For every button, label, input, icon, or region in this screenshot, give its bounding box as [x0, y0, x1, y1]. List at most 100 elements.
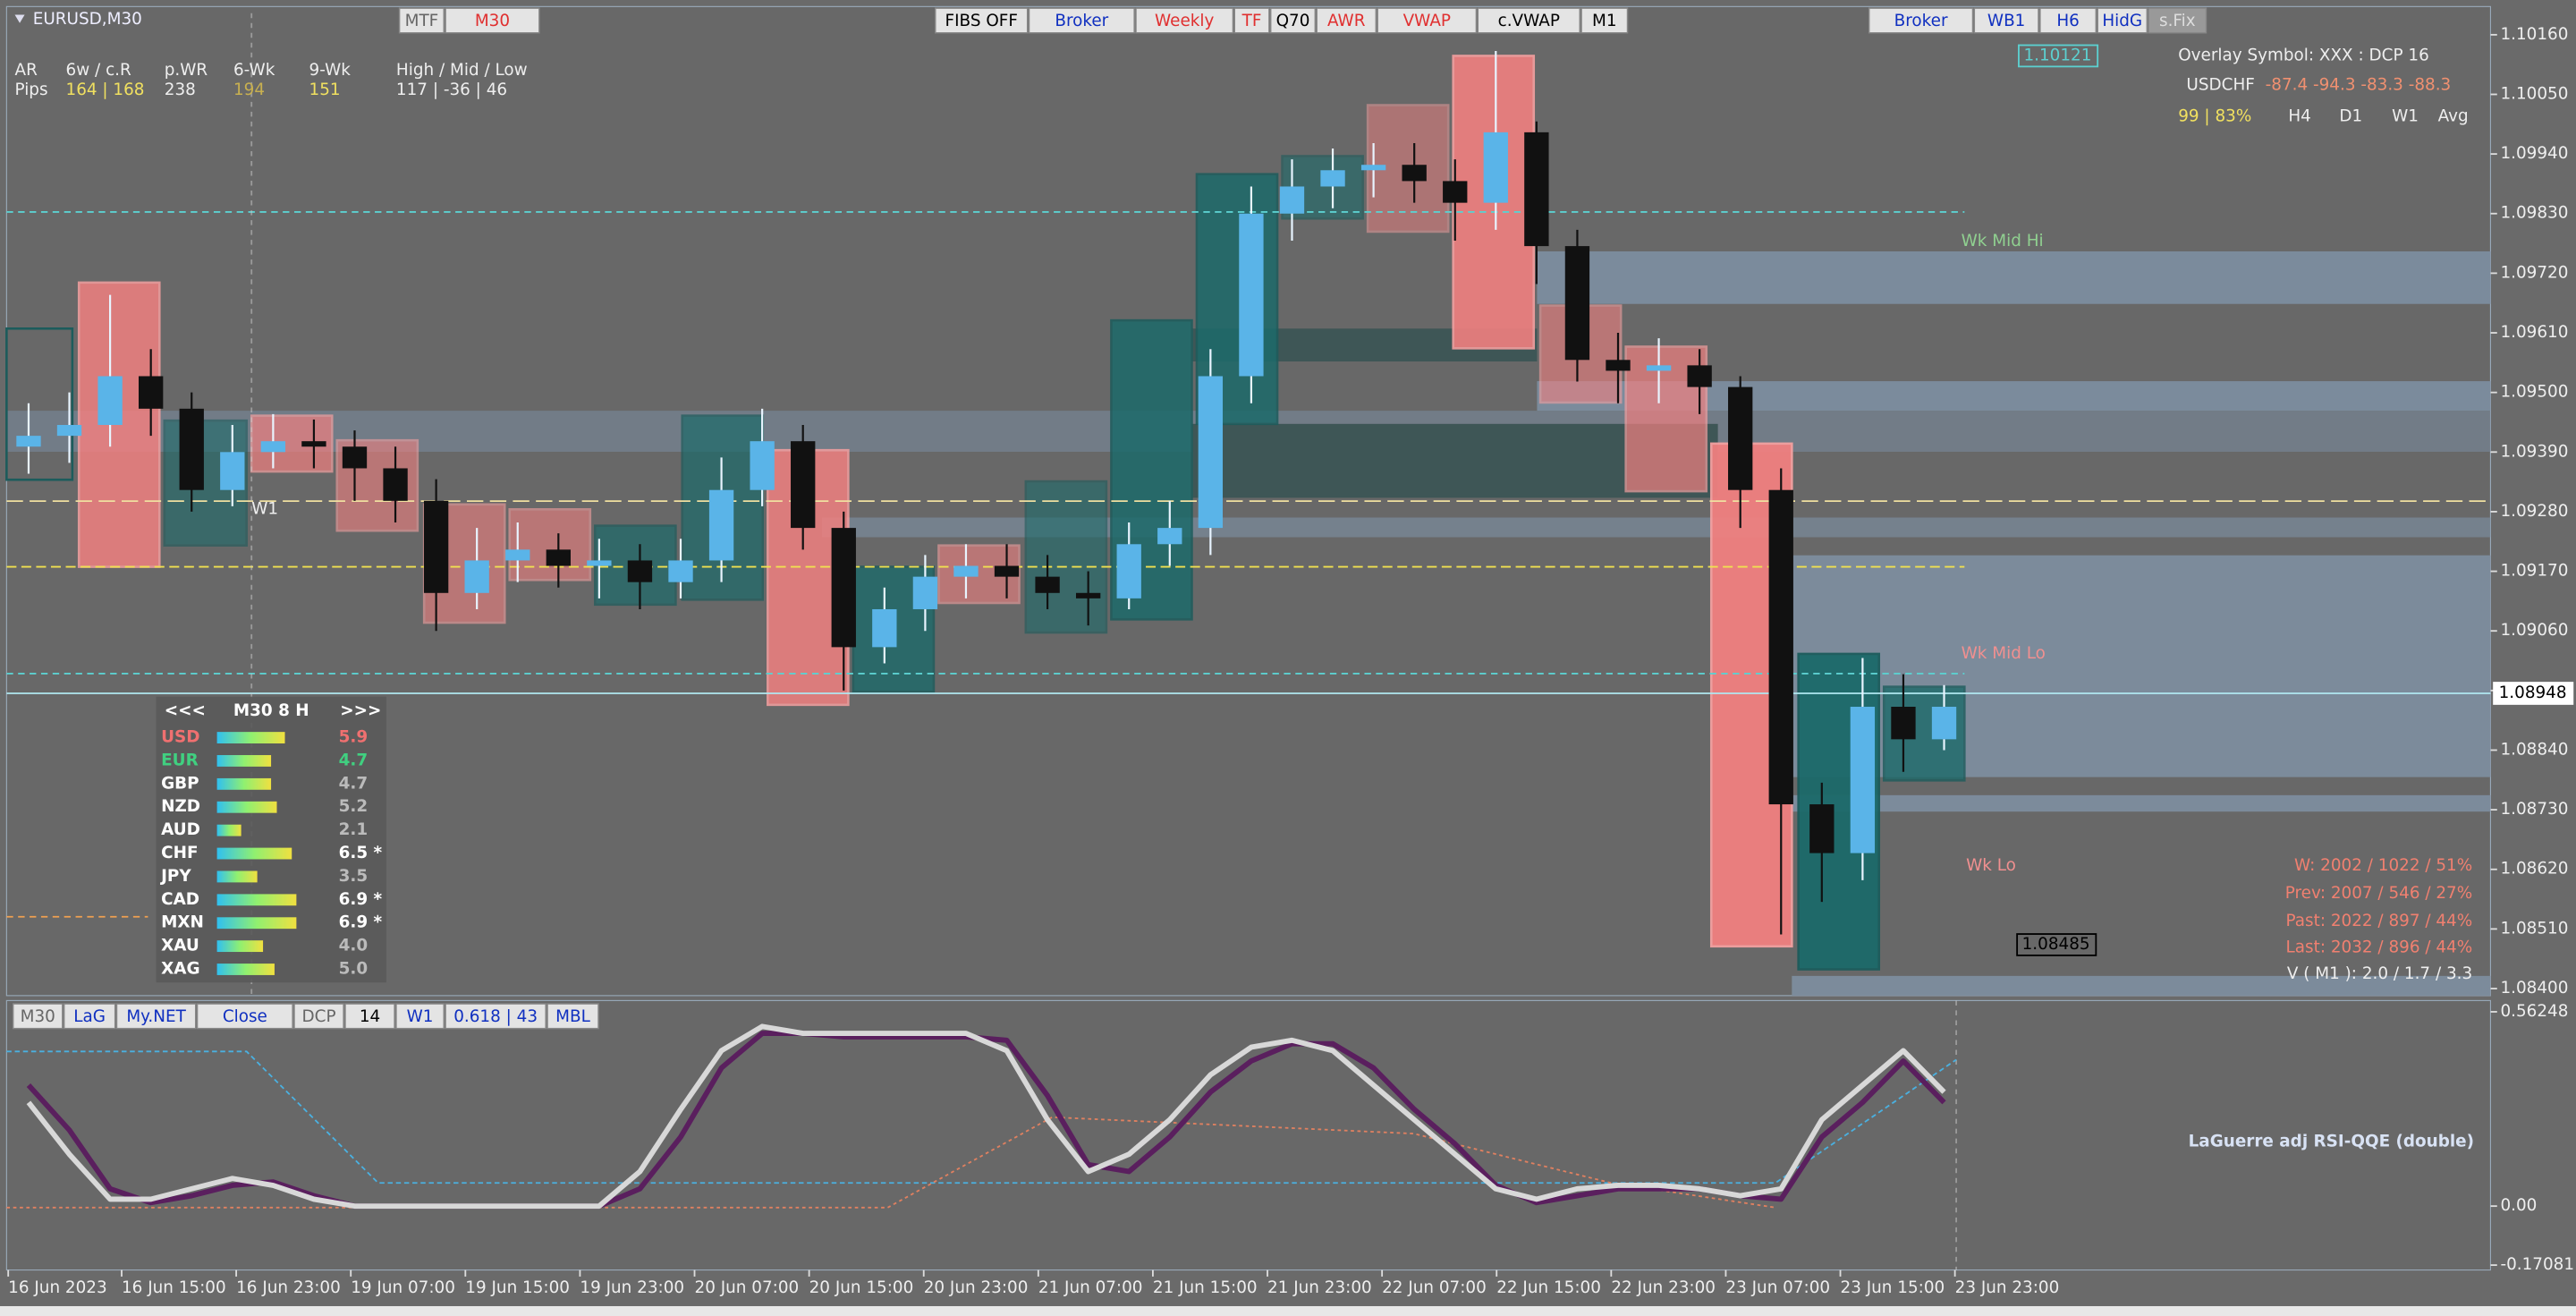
button-bg[interactable]: [1477, 7, 1580, 34]
y-tick-label: 1.09060: [2500, 621, 2568, 640]
candle-body: [97, 376, 123, 426]
currency: AUD: [161, 820, 200, 839]
currency: JPY: [159, 867, 191, 886]
button: FIBS OFF: [945, 12, 1018, 30]
indicator-lines: [26, 1023, 1946, 1210]
button-bg[interactable]: [1868, 7, 1974, 34]
currency: CHF: [161, 844, 198, 862]
button-bg[interactable]: [1377, 7, 1478, 34]
button-bg[interactable]: [2039, 7, 2097, 34]
collapse-arrow[interactable]: [14, 14, 25, 23]
y-tick-label: 1.09830: [2500, 204, 2568, 223]
stats-value: 117 | -36 | 46: [396, 81, 507, 99]
button: DCP: [302, 1007, 336, 1026]
button-bg[interactable]: [1269, 7, 1317, 34]
strength-value: 5.9: [339, 728, 369, 747]
candle-body: [220, 452, 245, 490]
button: TF: [1241, 12, 1262, 30]
button: W1: [407, 1007, 434, 1026]
stats-header: High / Mid / Low: [396, 61, 528, 80]
button-bg[interactable]: [12, 1003, 64, 1030]
y-tick-label: 1.09170: [2500, 562, 2568, 581]
candle-body: [1360, 165, 1386, 171]
button: Close: [223, 1007, 267, 1026]
x-tick-label: 16 Jun 2023: [8, 1278, 106, 1297]
button: M30: [475, 12, 510, 30]
button-bg[interactable]: [1135, 7, 1234, 34]
candle-body: [708, 489, 734, 561]
button-bg[interactable]: [1316, 7, 1377, 34]
button-bg[interactable]: [63, 1003, 116, 1030]
candle-body: [1768, 489, 1793, 805]
stats-value: 238: [165, 81, 196, 99]
strength-value: 5.0: [339, 960, 369, 979]
button-bg[interactable]: [1233, 7, 1270, 34]
button-bg[interactable]: [395, 1003, 445, 1030]
button-bg[interactable]: [445, 1003, 547, 1030]
strength-bar: [216, 847, 292, 860]
button-bg[interactable]: [196, 1003, 293, 1030]
y-tick-label: 1.08400: [2500, 979, 2568, 998]
button-bg[interactable]: [1580, 7, 1629, 34]
candle-body: [1443, 181, 1468, 203]
currency: NZD: [161, 797, 200, 816]
button-bg[interactable]: [935, 7, 1029, 34]
strength-value: 3.5: [339, 867, 369, 886]
price-label: 1.08948: [2499, 683, 2567, 702]
button-bg[interactable]: [293, 1003, 344, 1030]
button-bg[interactable]: [547, 1003, 599, 1030]
y-tick-label: -0.17081: [2500, 1255, 2574, 1274]
y-tick-label: 1.09720: [2500, 263, 2568, 282]
button-bg[interactable]: [1028, 7, 1135, 34]
overlay-values: -87.4 -94.3 -83.3 -88.3: [2266, 75, 2452, 94]
x-tick-label: 21 Jun 23:00: [1267, 1278, 1372, 1297]
button-bg[interactable]: [2097, 7, 2148, 34]
candle-body: [423, 500, 449, 593]
level-label: Wk Mid Hi: [1962, 232, 2044, 250]
session-stat: Last: 2032 / 896 / 44%: [2286, 938, 2473, 957]
stats-header: 6w / c.R: [66, 61, 132, 80]
candle-body: [301, 441, 326, 447]
overlay-title: Overlay Symbol: XXX : DCP 16: [2178, 46, 2429, 64]
button-bg[interactable]: [115, 1003, 197, 1030]
strength-bar: [216, 917, 297, 930]
candle-body: [791, 441, 816, 529]
button: 0.618 | 43: [453, 1007, 538, 1026]
candle-body: [1646, 365, 1672, 371]
y-tick-label: 0.00: [2500, 1196, 2537, 1215]
candle-body: [1524, 132, 1549, 247]
strength-bar: [216, 824, 242, 836]
stats-header: p.WR: [165, 61, 208, 80]
button: 14: [360, 1007, 380, 1026]
candle-body: [138, 376, 164, 409]
y-tick-label: 1.10160: [2500, 25, 2568, 44]
button-bg[interactable]: [398, 7, 445, 34]
button-bg[interactable]: [344, 1003, 395, 1030]
currency: USD: [161, 728, 199, 747]
strength-bar: [216, 894, 297, 906]
candle-body: [1320, 170, 1345, 187]
candle-body: [627, 560, 653, 582]
y-tick-label: 1.09610: [2500, 323, 2568, 342]
strength-value: 4.7: [339, 774, 369, 793]
indicator-line: [26, 1023, 1946, 1210]
session-stat: Past: 2022 / 897 / 44%: [2286, 912, 2473, 930]
price-label-box: [2493, 682, 2574, 705]
strength-header[interactable]: <<<: [165, 701, 206, 720]
candles: [16, 51, 1957, 935]
candle-body: [546, 549, 571, 566]
button-bg[interactable]: [445, 7, 540, 34]
strength-value: 4.0: [339, 937, 369, 955]
candle-body: [831, 528, 856, 648]
x-tick-label: 21 Jun 15:00: [1153, 1278, 1258, 1297]
candle-body: [1564, 246, 1590, 361]
indicator-title: LaGuerre adj RSI-QQE (double): [2189, 1132, 2474, 1150]
button-bg[interactable]: [1973, 7, 2039, 34]
stats-row-label: Pips: [15, 81, 48, 99]
strength-bar: [216, 870, 258, 883]
level-label: Wk Lo: [1966, 856, 2016, 875]
button: H6: [2056, 12, 2080, 30]
price-label: 1.08485: [2022, 935, 2090, 954]
button-bg[interactable]: [2148, 7, 2207, 34]
strength-header[interactable]: >>>: [340, 701, 381, 720]
